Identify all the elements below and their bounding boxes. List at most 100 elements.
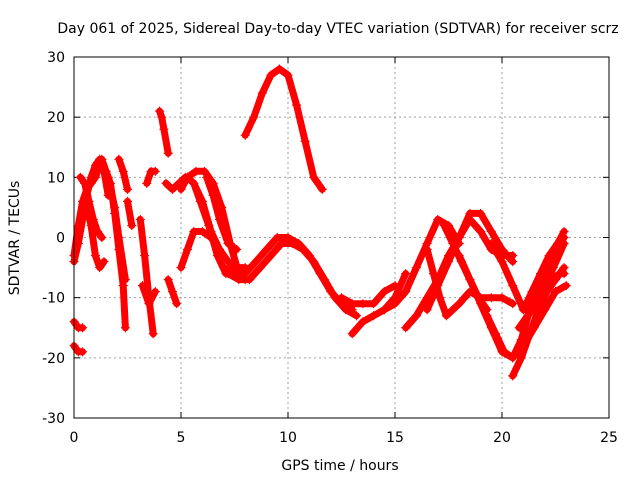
data-point-arc-e — [103, 172, 113, 182]
data-point-arc-ac — [428, 269, 439, 279]
data-point-arc-p — [199, 166, 210, 176]
data-point-arc-d — [75, 172, 86, 182]
data-point-arc-ah — [548, 262, 558, 273]
data-point-arc-ak — [518, 305, 528, 315]
y-tick-label: -10 — [42, 291, 65, 307]
data-point-arc-o — [172, 299, 182, 309]
data-point-arc-ae — [448, 238, 458, 249]
data-point-arc-ai — [535, 269, 546, 279]
data-point-arc-g — [122, 196, 133, 206]
data-point-arc-ak — [540, 299, 550, 309]
data-point-arc-b — [86, 172, 96, 182]
data-point-arc-t — [189, 226, 199, 237]
series-arc-ai — [519, 228, 568, 314]
data-point-arc-s — [202, 172, 212, 182]
x-tick-label: 20 — [493, 430, 511, 446]
data-point-arc-s — [232, 244, 242, 255]
data-point-arc-m — [157, 112, 167, 122]
data-point-arc-ak — [497, 256, 507, 267]
data-point-arc-ac — [422, 244, 432, 255]
data-point-arc-e — [110, 202, 120, 213]
data-point-arc-ab — [476, 226, 486, 237]
data-point-arc-ag — [516, 353, 526, 363]
data-point-arc-ab — [465, 214, 475, 225]
data-point-arc-x — [347, 299, 357, 309]
data-point-arc-ab — [454, 232, 464, 243]
data-point-arc-v — [272, 232, 282, 243]
data-point-arc-aj — [546, 275, 556, 285]
data-point-arc-w — [223, 269, 233, 279]
y-tick-label: 20 — [47, 110, 65, 126]
plot-frame — [73, 56, 610, 419]
data-point-arc-ae — [439, 220, 449, 231]
data-point-arc-ai — [559, 226, 569, 237]
data-point-arc-j — [148, 329, 158, 339]
data-point-arc-c — [95, 262, 105, 273]
data-point-arc-l — [150, 166, 160, 176]
data-point-arc-z — [433, 214, 443, 225]
data-point-arc-p — [191, 166, 201, 176]
data-point-arc-s — [208, 190, 218, 200]
data-point-arc-ab — [422, 305, 432, 315]
data-point-arc-ac — [508, 299, 518, 309]
series-arc-u — [241, 65, 326, 193]
data-point-arc-ae — [473, 293, 484, 303]
data-point-arc-c — [99, 256, 109, 267]
data-point-arc-b — [77, 214, 88, 225]
data-point-arc-e — [114, 232, 124, 243]
data-point-arc-x — [369, 299, 379, 309]
data-point-arc-ai — [544, 250, 554, 261]
data-point-arc-ae — [465, 275, 475, 285]
data-point-arc-y — [358, 317, 368, 327]
data-point-arc-d — [92, 226, 103, 237]
data-point-arc-ai — [527, 287, 537, 297]
data-point-arc-u — [300, 136, 310, 146]
chart-title: Day 061 of 2025, Sidereal Day-to-day VTE… — [57, 21, 618, 37]
data-point-arc-ac — [435, 293, 445, 303]
data-point-arc-q — [182, 172, 193, 182]
data-point-arc-ad — [550, 287, 561, 297]
data-point-arc-ag — [508, 371, 518, 381]
grid-lines — [74, 57, 609, 418]
data-point-arc-ac — [497, 293, 507, 303]
data-point-arc-ac — [454, 299, 464, 309]
data-point-arc-ac — [448, 305, 458, 315]
x-tick-label: 25 — [600, 430, 618, 446]
data-point-arc-o — [163, 275, 173, 285]
x-axis-label: GPS time / hours — [281, 458, 398, 474]
x-axis-ticks: 0 5 10 15 20 25 — [70, 57, 618, 446]
data-point-arc-ai — [553, 238, 563, 249]
y-tick-label: -20 — [42, 351, 65, 367]
data-point-arc-s — [214, 214, 225, 225]
data-point-arc-t — [214, 244, 225, 255]
data-point-arc-n — [161, 178, 171, 188]
data-point-arc-d — [88, 214, 98, 225]
data-point-arc-n — [167, 184, 178, 194]
data-point-arc-aa — [476, 208, 486, 219]
data-point-arc-u — [249, 112, 259, 122]
data-point-arc-b — [90, 160, 100, 170]
data-point-arc-t — [182, 244, 193, 255]
data-point-arc-w — [309, 256, 319, 267]
data-point-arc-w — [244, 275, 255, 285]
y-axis-ticks: -30 -20 -10 0 10 20 30 — [42, 50, 609, 427]
data-point-arc-o — [167, 287, 178, 297]
x-tick-label: 5 — [177, 430, 186, 446]
data-point-arc-ab — [443, 256, 454, 267]
data-point-arc-aj — [559, 269, 569, 279]
data-point-arc-ak — [508, 281, 518, 291]
data-point-arc-w — [276, 238, 287, 249]
series-arc-d — [76, 173, 106, 241]
data-point-arc-d — [84, 196, 94, 206]
data-point-arc-w — [351, 311, 362, 321]
data-point-arc-z — [411, 262, 421, 273]
data-point-arc-u — [266, 70, 276, 80]
data-point-arc-ac — [486, 293, 496, 303]
y-axis-label: SDTVAR / TECUs — [7, 181, 23, 296]
data-point-arc-v — [262, 244, 272, 255]
data-point-arc-z — [379, 305, 389, 315]
data-point-arc-e — [97, 154, 107, 164]
data-point-arc-aa — [401, 323, 411, 333]
data-point-arc-af — [499, 347, 509, 357]
